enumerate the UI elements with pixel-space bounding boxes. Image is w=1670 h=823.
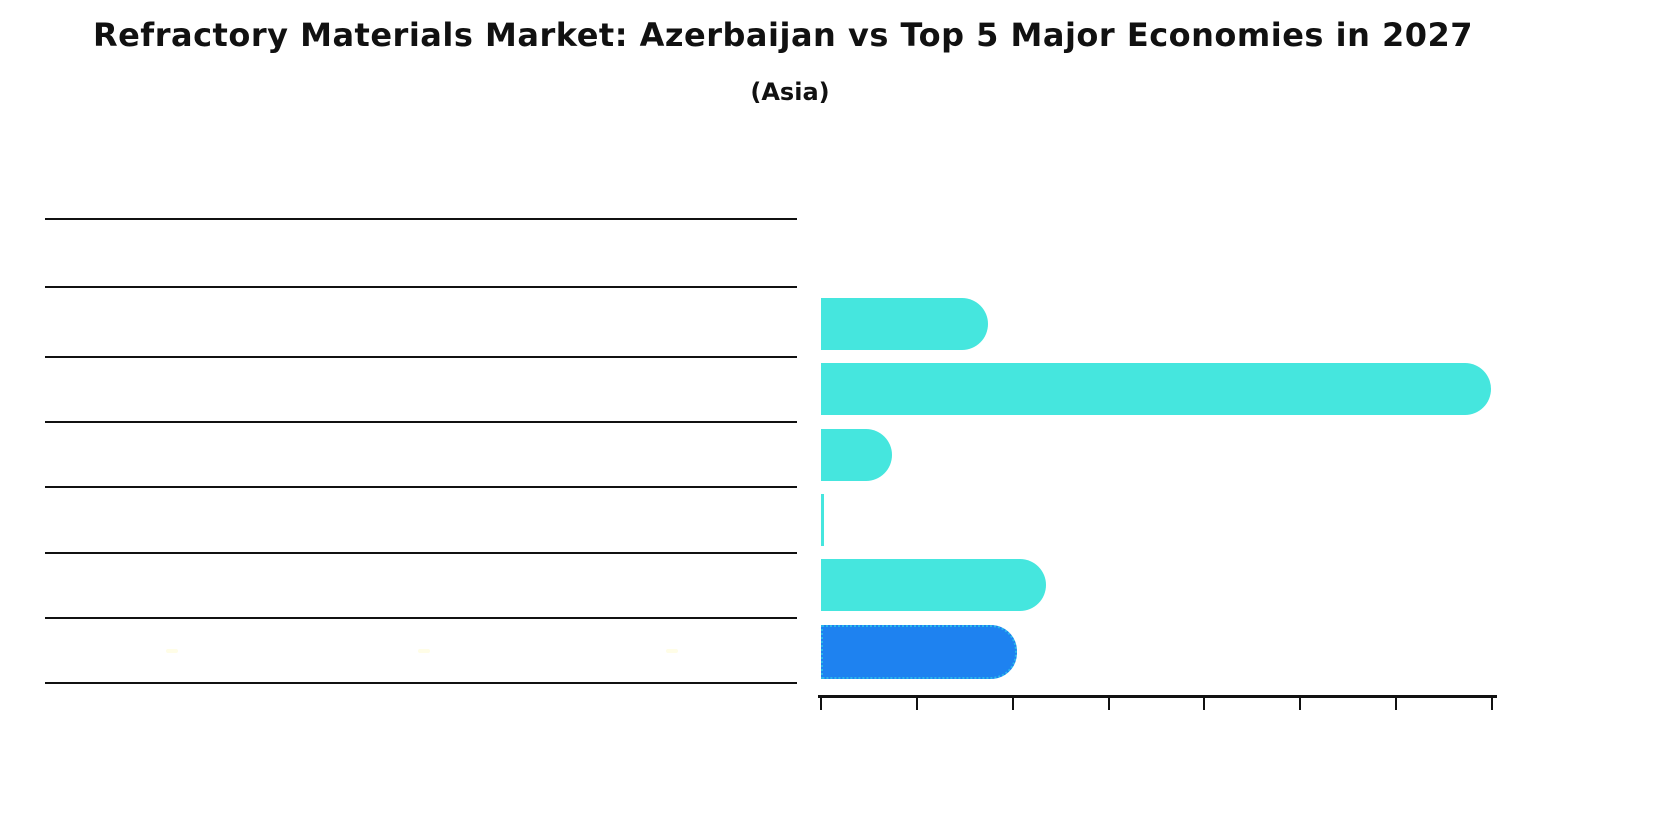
- x-axis-tick: [1011, 698, 1014, 710]
- table-rule: [45, 616, 797, 619]
- bar: [821, 298, 988, 350]
- table-rule: [45, 682, 797, 685]
- table-rule: [45, 218, 797, 220]
- x-axis-tick: [1203, 698, 1206, 710]
- table-rule: [45, 486, 797, 489]
- cell-product: [418, 648, 430, 653]
- bar: [821, 363, 1492, 416]
- x-axis-line: [818, 695, 1497, 698]
- cell-country: [166, 648, 178, 653]
- bar: [821, 428, 892, 481]
- table-rule: [45, 551, 797, 554]
- x-axis-tick: [1491, 698, 1494, 710]
- bar: [821, 493, 824, 546]
- x-axis-tick: [1299, 698, 1302, 710]
- x-axis-tick: [1107, 698, 1110, 710]
- bar: [821, 559, 1047, 612]
- bar-highlight: [821, 624, 1018, 679]
- x-axis-tick: [820, 698, 822, 710]
- table-rule: [45, 420, 797, 423]
- chart-subtitle: (Asia): [750, 78, 830, 106]
- table-rule: [45, 286, 797, 288]
- table-rule: [45, 355, 797, 358]
- x-axis-tick: [915, 698, 918, 710]
- cell-life-cycle: [666, 648, 678, 653]
- x-axis-tick: [1395, 698, 1398, 710]
- chart-title: Refractory Materials Market: Azerbaijan …: [92, 16, 1474, 54]
